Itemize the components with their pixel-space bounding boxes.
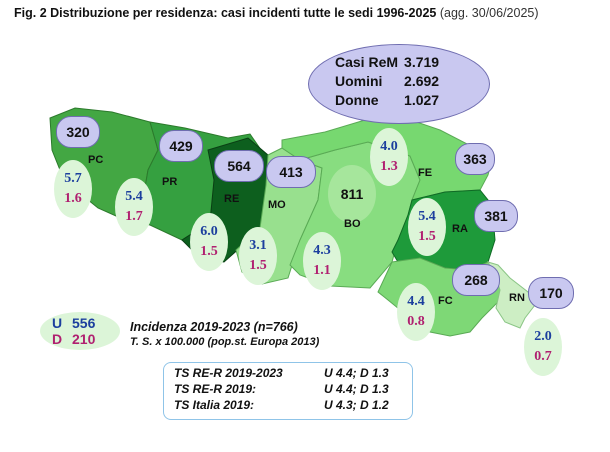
incidence-subtitle: T. S. x 100.000 (pop.st. Europa 2013) — [130, 336, 320, 348]
rate-ellipse-re: 6.0 1.5 — [190, 213, 228, 271]
province-label-rn: RN — [509, 292, 525, 304]
province-label-fc: FC — [438, 295, 453, 307]
title-date: (agg. 30/06/2025) — [439, 6, 539, 20]
rate-ellipse-bo: 4.3 1.1 — [303, 232, 341, 290]
ts-value: U 4.4; D 1.3 — [324, 366, 389, 380]
province-label-pc: PC — [88, 154, 104, 166]
legend-men-key: U — [52, 315, 63, 331]
rate-women: 1.1 — [313, 263, 331, 278]
summary-table: Casi ReM 3.719 Uomini 2.692 Donne 1.027 — [335, 53, 445, 110]
ts-value: U 4.4; D 1.3 — [324, 382, 389, 396]
rate-men: 6.0 — [200, 224, 218, 239]
rate-ellipse-rn: 2.0 0.7 — [524, 318, 562, 376]
count-pill-ra: 381 — [474, 200, 518, 232]
rate-men: 4.0 — [380, 139, 398, 154]
rate-men: 2.0 — [534, 329, 552, 344]
legend-men-row: U 556 — [52, 315, 95, 331]
rate-women: 0.7 — [534, 349, 552, 364]
province-label-ra: RA — [452, 223, 468, 235]
ts-label: TS RE-R 2019: — [174, 382, 257, 396]
rate-women: 0.8 — [407, 314, 425, 329]
province-label-re: RE — [224, 193, 240, 205]
summary-label: Uomini — [335, 73, 383, 89]
ts-label: TS Italia 2019: — [174, 398, 255, 412]
rate-women: 1.5 — [418, 229, 436, 244]
rate-women: 1.5 — [249, 258, 267, 273]
ts-label: TS RE-R 2019-2023 — [174, 366, 283, 380]
summary-row: Donne 1.027 — [335, 91, 445, 110]
rate-men: 3.1 — [249, 238, 267, 253]
legend-women-key: D — [52, 331, 63, 347]
province-label-mo: MO — [268, 199, 286, 211]
count-bubble-bo: 811 — [328, 165, 376, 223]
province-label-fe: FE — [418, 167, 433, 179]
count-pill-fe: 363 — [455, 143, 495, 175]
count-value-bo: 811 — [340, 186, 364, 202]
rate-men: 4.4 — [407, 294, 425, 309]
summary-label: Donne — [335, 92, 379, 108]
title-main: Fig. 2 Distribuzione per residenza: casi… — [14, 6, 437, 20]
summary-value: 1.027 — [404, 92, 440, 108]
rate-women: 1.3 — [380, 159, 398, 174]
summary-value: 3.719 — [404, 54, 440, 70]
count-pill-pc: 320 — [56, 116, 100, 148]
rate-ellipse-ra: 5.4 1.5 — [408, 198, 446, 256]
count-pill-rn: 170 — [528, 277, 574, 309]
summary-value: 2.692 — [404, 73, 440, 89]
province-label-pr: PR — [162, 176, 178, 188]
rate-ellipse-pr: 5.4 1.7 — [115, 178, 153, 236]
rate-ellipse-pc: 5.7 1.6 — [54, 160, 92, 218]
rate-men: 5.7 — [64, 171, 82, 186]
legend-women-value: 210 — [72, 331, 96, 347]
standardized-rates-box: TS RE-R 2019-2023 U 4.4; D 1.3 TS RE-R 2… — [163, 362, 413, 420]
summary-ellipse: Casi ReM 3.719 Uomini 2.692 Donne 1.027 — [308, 44, 490, 124]
summary-row: Casi ReM 3.719 — [335, 53, 445, 72]
province-label-bo: BO — [344, 218, 361, 230]
legend-ud-ellipse: U 556 D 210 — [40, 312, 120, 350]
count-pill-mo: 413 — [266, 156, 316, 188]
figure-title: Fig. 2 Distribuzione per residenza: casi… — [14, 6, 539, 20]
incidence-title: Incidenza 2019-2023 (n=766) — [130, 320, 298, 334]
rate-ellipse-mo: 3.1 1.5 — [239, 227, 277, 285]
count-pill-pr: 429 — [159, 130, 203, 162]
summary-row: Uomini 2.692 — [335, 72, 445, 91]
rate-men: 5.4 — [125, 189, 143, 204]
rate-ellipse-fc: 4.4 0.8 — [397, 283, 435, 341]
count-pill-re: 564 — [214, 150, 264, 182]
legend-women-row: D 210 — [52, 331, 95, 347]
rate-women: 1.7 — [125, 209, 143, 224]
rate-men: 5.4 — [418, 209, 436, 224]
rate-women: 1.5 — [200, 244, 218, 259]
rate-men: 4.3 — [313, 243, 331, 258]
ts-value: U 4.3; D 1.2 — [324, 398, 389, 412]
summary-label: Casi ReM — [335, 54, 399, 70]
count-pill-fc: 268 — [452, 264, 500, 296]
rate-ellipse-fe: 4.0 1.3 — [370, 128, 408, 186]
legend-men-value: 556 — [72, 315, 96, 331]
rate-women: 1.6 — [64, 191, 82, 206]
